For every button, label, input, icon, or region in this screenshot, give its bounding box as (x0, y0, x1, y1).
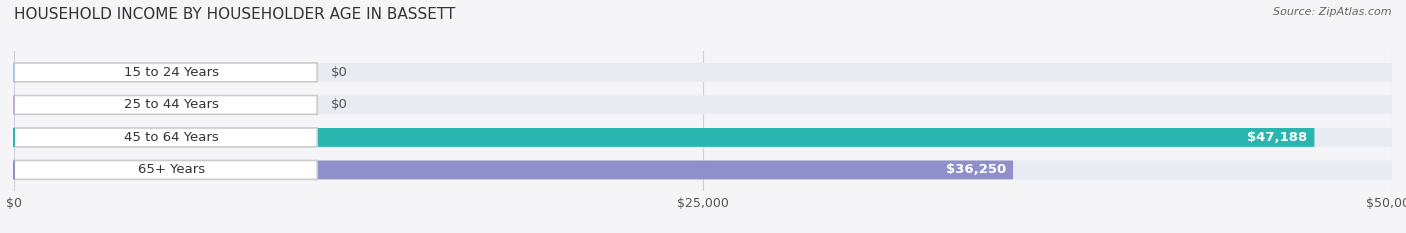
FancyBboxPatch shape (14, 128, 1392, 147)
Text: 65+ Years: 65+ Years (138, 163, 205, 176)
Text: 25 to 44 Years: 25 to 44 Years (124, 98, 219, 111)
FancyBboxPatch shape (14, 63, 318, 82)
FancyBboxPatch shape (14, 128, 1315, 147)
FancyBboxPatch shape (14, 128, 318, 147)
FancyBboxPatch shape (14, 63, 1392, 82)
FancyBboxPatch shape (14, 161, 318, 179)
Text: $47,188: $47,188 (1247, 131, 1308, 144)
Text: Source: ZipAtlas.com: Source: ZipAtlas.com (1274, 7, 1392, 17)
Text: 45 to 64 Years: 45 to 64 Years (124, 131, 219, 144)
FancyBboxPatch shape (14, 96, 318, 114)
Text: $36,250: $36,250 (946, 163, 1007, 176)
FancyBboxPatch shape (14, 161, 1392, 179)
Text: $0: $0 (330, 98, 347, 111)
FancyBboxPatch shape (14, 161, 1014, 179)
Text: $0: $0 (330, 66, 347, 79)
Text: 15 to 24 Years: 15 to 24 Years (124, 66, 219, 79)
Text: HOUSEHOLD INCOME BY HOUSEHOLDER AGE IN BASSETT: HOUSEHOLD INCOME BY HOUSEHOLDER AGE IN B… (14, 7, 456, 22)
FancyBboxPatch shape (14, 96, 1392, 114)
